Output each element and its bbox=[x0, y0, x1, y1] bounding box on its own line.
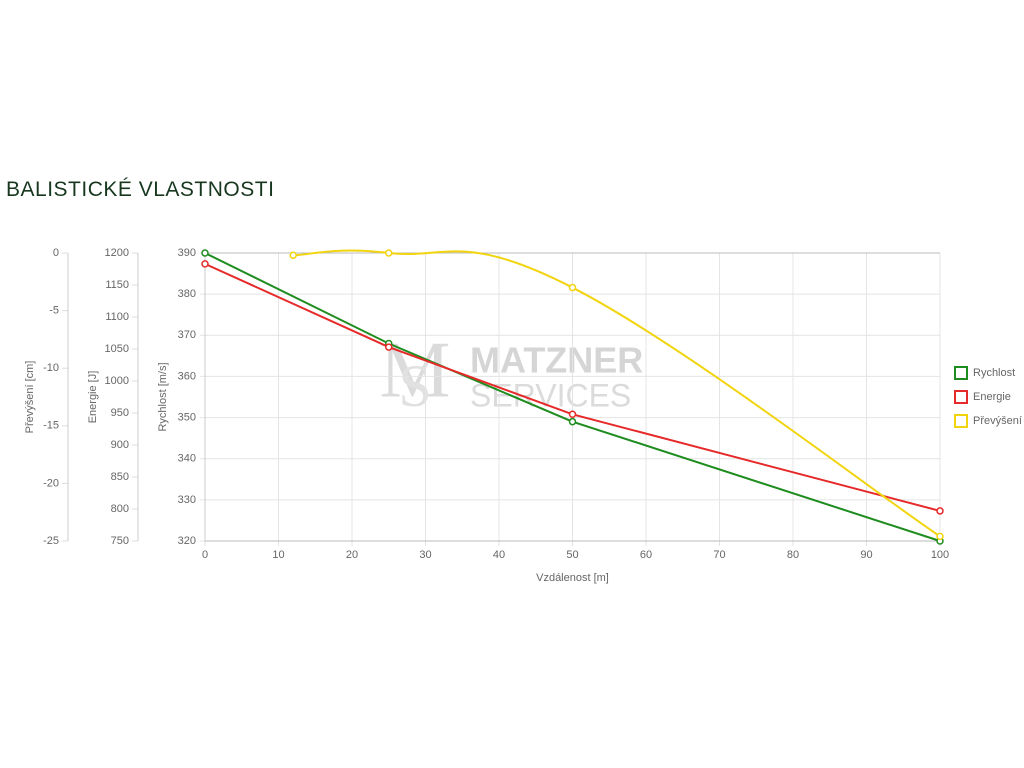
x-tick-label: 40 bbox=[493, 549, 505, 561]
y-tick-label: 330 bbox=[178, 494, 196, 506]
series-line bbox=[204, 252, 941, 542]
point bbox=[289, 251, 297, 260]
legend-label: Převýšení bbox=[973, 415, 1022, 427]
x-tick-label: 30 bbox=[419, 549, 431, 561]
x-tick-label: 70 bbox=[713, 549, 725, 561]
point bbox=[568, 283, 577, 292]
y-tick-label: 390 bbox=[178, 247, 196, 259]
y-tick-label: 320 bbox=[178, 535, 196, 547]
point bbox=[385, 343, 393, 351]
y-tick-label: 360 bbox=[178, 370, 196, 382]
x-tick-label: 20 bbox=[346, 549, 358, 561]
point bbox=[201, 249, 209, 257]
y-tick-label: 850 bbox=[111, 471, 129, 483]
legend-swatch bbox=[954, 390, 968, 404]
y-tick-label: 950 bbox=[111, 407, 129, 419]
y-tick-label: -5 bbox=[49, 305, 59, 317]
x-tick-label: 50 bbox=[566, 549, 578, 561]
x-tick-label: 10 bbox=[272, 549, 284, 561]
chart-title: BALISTICKÉ VLASTNOSTI bbox=[6, 178, 275, 201]
y-tick-label: -10 bbox=[43, 362, 59, 374]
y-tick-label: -15 bbox=[43, 420, 59, 432]
point bbox=[936, 532, 944, 541]
legend-label: Rychlost bbox=[973, 367, 1015, 379]
legend-swatch bbox=[954, 414, 968, 428]
point bbox=[568, 410, 577, 419]
y-tick-label: 900 bbox=[111, 439, 129, 451]
y-tick-label: 750 bbox=[111, 535, 129, 547]
y-axis-label: Převýšení [cm] bbox=[24, 361, 36, 434]
y-tick-label: 1150 bbox=[105, 279, 129, 291]
legend-swatch bbox=[954, 366, 968, 380]
series-line bbox=[293, 249, 941, 538]
point bbox=[568, 417, 577, 426]
y-tick-label: 1100 bbox=[105, 311, 129, 323]
legend-label: Energie bbox=[973, 391, 1011, 403]
x-tick-label: 90 bbox=[860, 549, 872, 561]
point bbox=[385, 249, 393, 257]
y-tick-label: 340 bbox=[178, 453, 196, 465]
x-tick-label: 100 bbox=[931, 549, 949, 561]
point bbox=[936, 507, 944, 515]
watermark-text: SERVICES bbox=[470, 377, 631, 413]
y-tick-label: -25 bbox=[43, 535, 59, 547]
y-tick-label: 800 bbox=[111, 503, 129, 515]
x-tick-label: 80 bbox=[787, 549, 799, 561]
y-tick-label: -20 bbox=[43, 477, 59, 489]
y-tick-label: 370 bbox=[178, 329, 196, 341]
x-tick-label: 0 bbox=[202, 549, 208, 561]
y-tick-label: 380 bbox=[178, 288, 196, 300]
watermark-text: MATZNER bbox=[470, 340, 643, 381]
y-tick-label: 350 bbox=[178, 411, 196, 423]
watermark-logo: S bbox=[398, 353, 431, 419]
y-axis-label: Energie [J] bbox=[87, 371, 99, 424]
x-tick-label: 60 bbox=[640, 549, 652, 561]
y-tick-label: 0 bbox=[53, 247, 59, 259]
x-axis-label: Vzdálenost [m] bbox=[536, 572, 609, 584]
y-tick-label: 1000 bbox=[105, 375, 129, 387]
y-tick-label: 1200 bbox=[105, 247, 129, 259]
y-tick-label: 1050 bbox=[105, 343, 129, 355]
series-line bbox=[204, 262, 941, 512]
point bbox=[201, 260, 209, 268]
watermark: M S MATZNER SERVICES bbox=[379, 326, 643, 418]
y-axis-label: Rychlost [m/s] bbox=[157, 362, 169, 431]
